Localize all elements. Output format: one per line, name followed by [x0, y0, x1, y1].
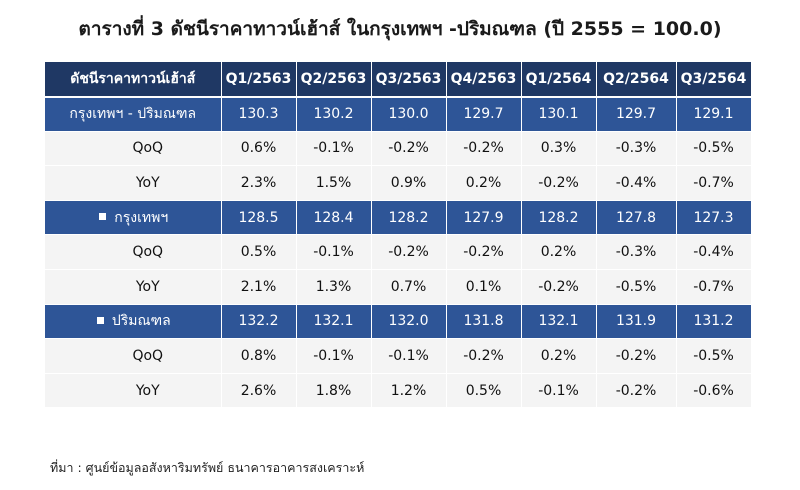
change-label: QoQ — [45, 234, 222, 271]
index-value-cell: 128.5 — [221, 200, 297, 236]
index-value-cell: 131.9 — [596, 304, 677, 340]
change-value-cell: -0.2% — [521, 269, 597, 305]
change-value-cell: -0.3% — [596, 234, 677, 271]
change-row: YoY 2.1% 1.3% 0.7% 0.1% -0.2% -0.5% -0.7% — [45, 269, 752, 305]
index-value-cell: 128.2 — [371, 200, 447, 236]
index-value-cell: 130.0 — [371, 96, 447, 132]
section-label-text: กรุงเทพฯ — [114, 209, 169, 226]
change-row: QoQ 0.8% -0.1% -0.1% -0.2% 0.2% -0.2% -0.5% — [45, 338, 752, 374]
change-value-cell: -0.1% — [521, 373, 597, 409]
section-label: กรุงเทพฯ — [45, 200, 222, 236]
change-value-cell: -0.2% — [596, 373, 677, 409]
index-value-cell: 129.7 — [446, 96, 522, 132]
change-value-cell: 0.3% — [521, 131, 597, 167]
index-value-cell: 131.8 — [446, 304, 522, 340]
index-value-cell: 130.1 — [521, 96, 597, 132]
change-value-cell: -0.2% — [521, 165, 597, 201]
index-value-cell: 132.0 — [371, 304, 447, 340]
change-value-cell: -0.7% — [676, 269, 752, 305]
change-label: YoY — [45, 269, 222, 305]
column-header: Q2/2563 — [296, 62, 372, 98]
corner-header: ดัชนีราคาทาวน์เฮ้าส์ — [45, 62, 222, 98]
index-value-cell: 128.2 — [521, 200, 597, 236]
index-value-cell: 129.1 — [676, 96, 752, 132]
change-value-cell: -0.1% — [296, 338, 372, 374]
change-label: YoY — [45, 373, 222, 409]
change-value-cell: -0.4% — [676, 234, 752, 271]
change-value-cell: 1.3% — [296, 269, 372, 305]
change-value-cell: -0.4% — [596, 165, 677, 201]
change-value-cell: 2.6% — [221, 373, 297, 409]
section-row: ปริมณฑล 132.2 132.1 132.0 131.8 132.1 131.9 131… — [45, 304, 752, 340]
change-value-cell: 0.5% — [221, 234, 297, 271]
change-value-cell: 0.9% — [371, 165, 447, 201]
section-label: ปริมณฑล — [45, 304, 222, 340]
change-value-cell: -0.2% — [446, 131, 522, 167]
column-header: Q3/2564 — [676, 62, 752, 98]
change-value-cell: 0.5% — [446, 373, 522, 409]
column-header: Q3/2563 — [371, 62, 447, 98]
change-value-cell: -0.6% — [676, 373, 752, 409]
change-row: YoY 2.3% 1.5% 0.9% 0.2% -0.2% -0.4% -0.7% — [45, 165, 752, 201]
change-value-cell: -0.1% — [296, 234, 372, 271]
change-value-cell: -0.5% — [596, 269, 677, 305]
change-value-cell: 1.2% — [371, 373, 447, 409]
column-header: Q1/2564 — [521, 62, 597, 98]
index-value-cell: 131.2 — [676, 304, 752, 340]
change-value-cell: 0.1% — [446, 269, 522, 305]
price-index-table: ดัชนีราคาทาวน์เฮ้าส์ Q1/2563 Q2/2563 Q3/… — [45, 62, 752, 409]
index-value-cell: 132.1 — [521, 304, 597, 340]
change-value-cell: 0.6% — [221, 131, 297, 167]
change-row: YoY 2.6% 1.8% 1.2% 0.5% -0.1% -0.2% -0.6% — [45, 373, 752, 409]
column-header-row: ดัชนีราคาทาวน์เฮ้าส์ Q1/2563 Q2/2563 Q3/… — [45, 62, 752, 98]
column-header: Q1/2563 — [221, 62, 297, 98]
index-value-cell: 128.4 — [296, 200, 372, 236]
index-value-cell: 127.3 — [676, 200, 752, 236]
change-value-cell: 2.3% — [221, 165, 297, 201]
index-value-cell: 129.7 — [596, 96, 677, 132]
change-value-cell: -0.2% — [371, 131, 447, 167]
change-value-cell: 0.2% — [521, 338, 597, 374]
change-value-cell: 0.2% — [446, 165, 522, 201]
source-note: ที่มา : ศูนย์ข้อมูลอสังหาริมทรัพย์ ธนาคา… — [50, 460, 365, 475]
change-value-cell: 0.2% — [521, 234, 597, 271]
section-label-text: ปริมณฑล — [111, 313, 171, 330]
column-header: Q4/2563 — [446, 62, 522, 98]
index-value-cell: 132.1 — [296, 304, 372, 340]
change-value-cell: 0.7% — [371, 269, 447, 305]
change-value-cell: -0.7% — [676, 165, 752, 201]
index-value-cell: 127.8 — [596, 200, 677, 236]
index-value-cell: 132.2 — [221, 304, 297, 340]
section-label: กรุงเทพฯ - ปริมณฑล — [45, 96, 222, 132]
table-title: ตารางที่ 3 ดัชนีราคาทาวน์เฮ้าส์ ในกรุงเท… — [78, 18, 722, 40]
change-value-cell: -0.1% — [371, 338, 447, 374]
change-value-cell: -0.2% — [446, 338, 522, 374]
change-value-cell: -0.2% — [446, 234, 522, 271]
bullet-icon — [96, 316, 104, 324]
section-row: กรุงเทพฯ - ปริมณฑล 130.3 130.2 130.0 129.7 13… — [45, 96, 752, 132]
change-value-cell: -0.5% — [676, 131, 752, 167]
change-label: QoQ — [45, 131, 222, 167]
change-value-cell: 1.5% — [296, 165, 372, 201]
section-label-text: กรุงเทพฯ - ปริมณฑล — [69, 106, 197, 123]
change-value-cell: 2.1% — [221, 269, 297, 305]
change-label: YoY — [45, 165, 222, 201]
change-value-cell: 1.8% — [296, 373, 372, 409]
change-label: QoQ — [45, 338, 222, 374]
change-row: QoQ 0.6% -0.1% -0.2% -0.2% 0.3% -0.3% -0.5% — [45, 131, 752, 167]
index-value-cell: 130.2 — [296, 96, 372, 132]
change-value-cell: -0.2% — [596, 338, 677, 374]
index-value-cell: 130.3 — [221, 96, 297, 132]
section-row: กรุงเทพฯ 128.5 128.4 128.2 127.9 128.2 127.8 12… — [45, 200, 752, 236]
change-value-cell: -0.1% — [296, 131, 372, 167]
change-value-cell: -0.3% — [596, 131, 677, 167]
change-value-cell: -0.5% — [676, 338, 752, 374]
change-row: QoQ 0.5% -0.1% -0.2% -0.2% 0.2% -0.3% -0.4% — [45, 234, 752, 271]
change-value-cell: 0.8% — [221, 338, 297, 374]
change-value-cell: -0.2% — [371, 234, 447, 271]
bullet-icon — [99, 213, 107, 221]
column-header: Q2/2564 — [596, 62, 677, 98]
index-value-cell: 127.9 — [446, 200, 522, 236]
